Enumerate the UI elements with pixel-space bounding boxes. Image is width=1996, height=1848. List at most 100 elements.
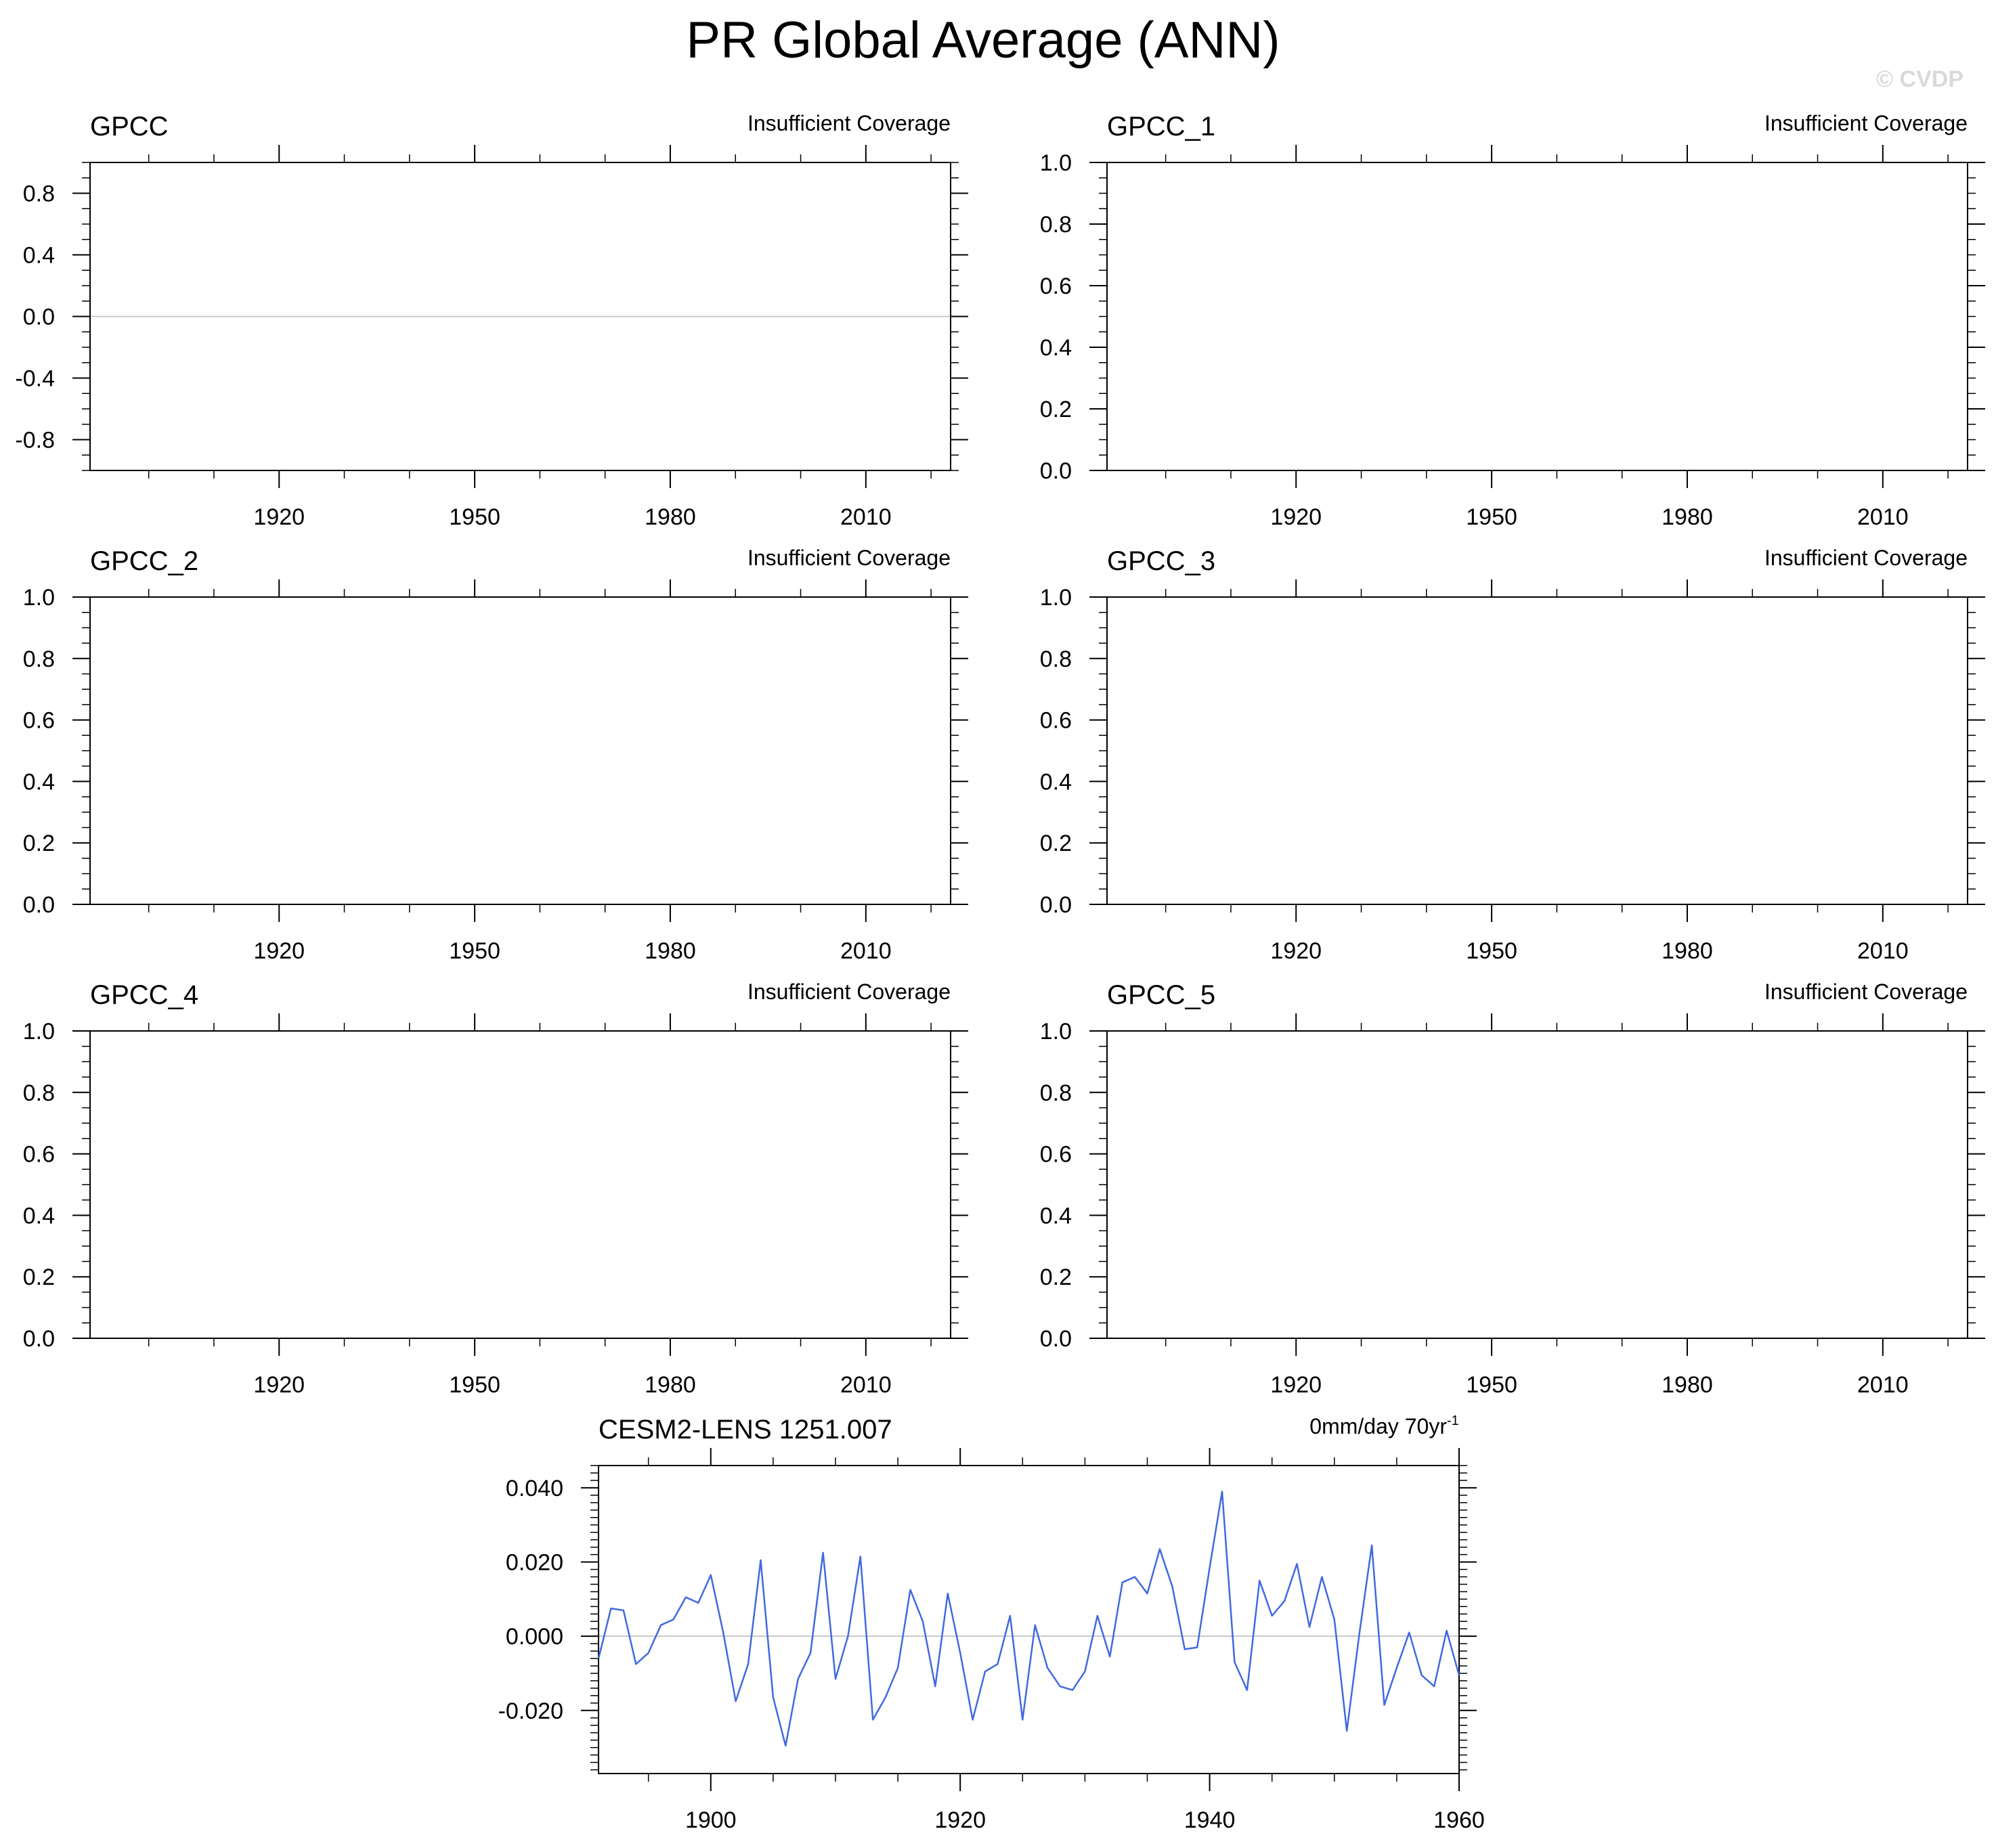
y-tick-label: 1.0 — [1040, 150, 1072, 176]
x-tick-label: 1950 — [1466, 938, 1517, 964]
x-tick-label: 1950 — [1466, 504, 1517, 530]
y-tick-label: 0.8 — [1040, 212, 1072, 238]
chart-panel: GPCC_1 Insufficient Coverage 0.0 0.2 0.4 0.6 0… — [1040, 111, 1985, 530]
y-tick-label: 0.0 — [1040, 892, 1072, 918]
panel-title: CESM2-LENS 1251.007 — [599, 1415, 892, 1445]
chart-panel: GPCC_4 Insufficient Coverage 0.0 0.2 0.4 0.6 0… — [23, 980, 968, 1398]
y-tick-label: 0.4 — [23, 1203, 55, 1229]
y-tick-label: 0.4 — [1040, 1203, 1072, 1229]
plot-frame — [1106, 1030, 1968, 1339]
y-tick-label: 0.8 — [23, 181, 55, 207]
panel-note: Insufficient Coverage — [747, 111, 951, 135]
y-tick-label: 0.0 — [23, 305, 55, 330]
x-tick-label: 2010 — [840, 938, 892, 964]
y-tick-label: 0.8 — [23, 646, 55, 672]
panel-title: GPCC_1 — [1107, 112, 1215, 141]
y-tick-label: -0.8 — [15, 428, 55, 454]
chart-panels: GPCC Insufficient Coverage -0.8 -0.4 0.0 0.4 0… — [15, 111, 1985, 1833]
y-tick-label: 0.6 — [23, 1142, 55, 1168]
panel-note: Insufficient Coverage — [747, 980, 951, 1004]
chart-panel: GPCC Insufficient Coverage -0.8 -0.4 0.0 0.4 0… — [15, 111, 968, 530]
x-tick-label: 1920 — [1270, 504, 1322, 530]
plot-frame — [89, 1030, 951, 1339]
y-tick-label: 1.0 — [1040, 1019, 1072, 1044]
x-tick-label: 2010 — [1857, 1372, 1909, 1398]
plot-frame — [89, 596, 951, 905]
x-tick-label: 1960 — [1433, 1807, 1485, 1833]
y-tick-label: 0.8 — [1040, 646, 1072, 672]
x-tick-label: 2010 — [1857, 504, 1909, 530]
y-tick-label: 0.4 — [1040, 335, 1072, 361]
x-tick-label: 1920 — [253, 938, 305, 964]
y-tick-label: 0.2 — [1040, 397, 1072, 422]
panel-title: GPCC_2 — [90, 546, 198, 576]
y-tick-label: 0.2 — [23, 831, 55, 856]
y-tick-label: 0.4 — [23, 769, 55, 795]
plot-frame — [1106, 162, 1968, 471]
series-line — [597, 1491, 1460, 1747]
y-tick-label: 0.6 — [23, 708, 55, 734]
y-tick-label: -0.4 — [15, 366, 55, 392]
chart-panel: GPCC_2 Insufficient Coverage 0.0 0.2 0.4 0.6 0… — [23, 546, 968, 964]
y-tick-label: 0.8 — [23, 1080, 55, 1106]
panel-note: Insufficient Coverage — [747, 546, 951, 570]
y-tick-label: 0.040 — [506, 1476, 563, 1501]
panel-note: Insufficient Coverage — [1764, 546, 1968, 570]
x-tick-label: 1980 — [1662, 938, 1713, 964]
y-tick-label: 0.6 — [1040, 1142, 1072, 1168]
x-tick-label: 2010 — [840, 1372, 892, 1398]
cvdp-watermark: © CVDP — [1876, 66, 1964, 92]
y-tick-label: 0.2 — [1040, 1264, 1072, 1290]
panel-title: GPCC — [90, 112, 169, 141]
y-tick-label: 0.0 — [1040, 458, 1072, 484]
panel-note-superscript: -1 — [1447, 1413, 1459, 1428]
x-tick-label: 1980 — [1662, 1372, 1713, 1398]
x-tick-label: 1920 — [1270, 938, 1322, 964]
y-tick-label: 1.0 — [1040, 585, 1072, 611]
x-tick-label: 1920 — [1270, 1372, 1322, 1398]
chart-panel: CESM2-LENS 1251.007 0mm/day 70yr -1 -0.020 0… — [498, 1413, 1485, 1833]
x-tick-label: 1920 — [934, 1807, 986, 1833]
x-tick-label: 1950 — [1466, 1372, 1517, 1398]
y-tick-label: 0.020 — [506, 1550, 563, 1576]
x-tick-label: 1980 — [645, 1372, 696, 1398]
x-tick-label: 1950 — [449, 504, 500, 530]
y-tick-label: 0.0 — [1040, 1326, 1072, 1352]
x-tick-label: 1950 — [449, 938, 500, 964]
panel-note: 0mm/day 70yr — [1309, 1414, 1447, 1438]
y-tick-label: 1.0 — [23, 1019, 55, 1044]
panel-title: GPCC_5 — [1107, 980, 1215, 1010]
y-tick-label: -0.020 — [498, 1698, 563, 1724]
panel-note: Insufficient Coverage — [1764, 980, 1968, 1004]
chart-panel: GPCC_5 Insufficient Coverage 0.0 0.2 0.4 0.6 0… — [1040, 980, 1985, 1398]
x-tick-label: 1920 — [253, 1372, 305, 1398]
x-tick-label: 2010 — [1857, 938, 1909, 964]
x-tick-label: 1980 — [645, 504, 696, 530]
y-tick-label: 0.000 — [506, 1624, 563, 1650]
y-tick-label: 0.4 — [1040, 769, 1072, 795]
chart-panel: GPCC_3 Insufficient Coverage 0.0 0.2 0.4 0.6 0… — [1040, 546, 1985, 964]
x-tick-label: 1980 — [645, 938, 696, 964]
x-tick-label: 1920 — [253, 504, 305, 530]
y-tick-label: 0.0 — [23, 892, 55, 918]
x-tick-label: 1950 — [449, 1372, 500, 1398]
y-tick-label: 0.8 — [1040, 1080, 1072, 1106]
x-tick-label: 1980 — [1662, 504, 1713, 530]
x-tick-label: 1940 — [1184, 1807, 1236, 1833]
y-tick-label: 1.0 — [23, 585, 55, 611]
y-tick-label: 0.4 — [23, 243, 55, 269]
y-tick-label: 0.2 — [1040, 831, 1072, 856]
panel-note: Insufficient Coverage — [1764, 111, 1968, 135]
figure-title: PR Global Average (ANN) — [686, 12, 1280, 69]
x-tick-label: 1900 — [685, 1807, 737, 1833]
panel-title: GPCC_4 — [90, 980, 198, 1010]
x-tick-label: 2010 — [840, 504, 892, 530]
y-tick-label: 0.0 — [23, 1326, 55, 1352]
y-tick-label: 0.6 — [1040, 273, 1072, 299]
panel-title: GPCC_3 — [1107, 546, 1215, 576]
y-tick-label: 0.6 — [1040, 708, 1072, 734]
plot-frame — [1106, 596, 1968, 905]
y-tick-label: 0.2 — [23, 1264, 55, 1290]
plot-frame — [598, 1465, 1460, 1774]
